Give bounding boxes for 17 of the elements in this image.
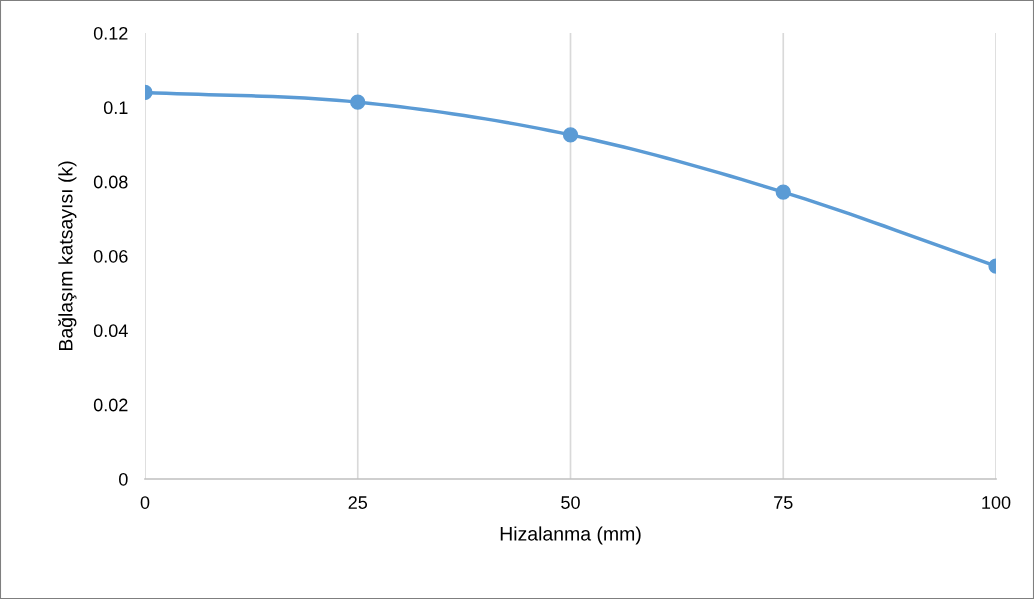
x-tick-label: 0 (140, 496, 150, 509)
x-tick-label: 50 (561, 496, 580, 509)
y-tick-label: 0.12 (93, 26, 128, 40)
x-tick-label: 100 (982, 496, 1011, 509)
point (350, 94, 366, 110)
y-tick-label: 0.04 (93, 324, 128, 338)
y-tick-label: 0.08 (93, 175, 128, 189)
x-axis-title: Hizalanma (mm) (500, 526, 641, 545)
y-tick-label: 0 (119, 472, 128, 486)
y-tick-label: 0.06 (93, 249, 128, 263)
y-tick-label: 0.02 (93, 398, 128, 412)
point (775, 184, 791, 200)
y-axis-title: Bağlaşım katsayısı (k) (58, 161, 77, 351)
x-tick-label: 25 (348, 496, 368, 509)
point (562, 127, 579, 143)
y-tick-label: 0.1 (103, 101, 128, 115)
x-tick-label: 75 (774, 496, 793, 509)
